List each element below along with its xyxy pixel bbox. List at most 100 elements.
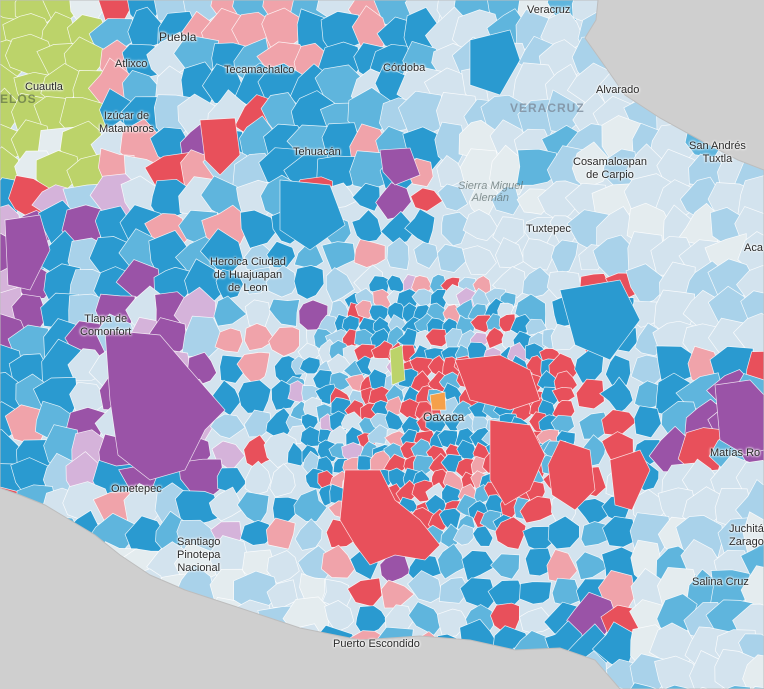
city-label-san-andres[interactable]: San Andrés Tuxtla [689, 140, 746, 165]
municipality [519, 496, 554, 524]
municipality [213, 295, 248, 327]
municipality [519, 607, 555, 634]
municipality [633, 405, 662, 439]
municipality [461, 550, 497, 582]
city-label-cosamaloapan[interactable]: Cosamaloapan de Carpio [573, 156, 647, 181]
municipality [293, 265, 325, 300]
municipality [386, 237, 410, 271]
city-label-ometepec[interactable]: Ometepec [111, 483, 162, 495]
municipality [437, 183, 469, 212]
municipality [519, 581, 552, 605]
municipality [244, 460, 272, 496]
city-label-atlixco[interactable]: Atlixco [115, 58, 148, 70]
municipality [424, 328, 449, 348]
city-label-cuautla[interactable]: Cuautla [25, 81, 63, 93]
municipality [294, 518, 323, 551]
city-label-acayucan[interactable]: Aca [744, 242, 763, 254]
municipality [740, 565, 764, 612]
municipality [656, 684, 702, 689]
municipality [602, 516, 638, 548]
municipality [437, 543, 466, 580]
municipality [324, 600, 355, 633]
municipality [265, 264, 297, 298]
municipality [709, 685, 751, 689]
municipality [236, 351, 271, 386]
municipality [516, 148, 558, 186]
city-label-matias-romero[interactable]: Matías Ro [710, 447, 761, 459]
blue-patch-mixteca [279, 179, 346, 251]
municipality [547, 515, 580, 550]
city-label-puerto-escondido[interactable]: Puerto Escondido [333, 638, 420, 650]
municipality [436, 155, 467, 188]
municipality [351, 209, 383, 243]
municipality [522, 266, 550, 298]
municipality [215, 268, 244, 301]
city-label-puebla[interactable]: Puebla [159, 30, 197, 44]
municipality [287, 441, 307, 467]
city-label-tehuacan[interactable]: Tehuacán [293, 146, 341, 158]
blue-patch-east [559, 279, 641, 361]
red-patch-valley [454, 354, 541, 411]
municipality [266, 550, 300, 584]
municipality [550, 239, 579, 275]
municipality [575, 378, 605, 410]
red-patch-central [489, 419, 546, 506]
region-label-morelos: ELOS [0, 92, 37, 106]
municipality [625, 263, 668, 306]
municipality [494, 516, 527, 550]
city-label-salina-cruz[interactable]: Salina Cruz [692, 576, 749, 588]
municipality [321, 241, 357, 272]
municipality [380, 210, 415, 246]
municipality [571, 141, 609, 189]
red-patch-isthmus [609, 449, 651, 511]
municipality [367, 424, 388, 445]
municipality [491, 186, 521, 216]
city-label-tecamachalco[interactable]: Tecamachalco [224, 64, 295, 76]
city-label-tlapa[interactable]: Tlapa de Comonfort [80, 313, 132, 338]
municipality [240, 209, 278, 249]
municipality [742, 654, 764, 689]
municipality [239, 520, 276, 546]
municipality [321, 544, 356, 579]
purple-patch-north [379, 147, 421, 186]
municipality [265, 517, 296, 550]
city-label-juchitan[interactable]: Juchitán Zarago [729, 523, 764, 548]
municipality [452, 524, 475, 546]
city-label-oaxaca[interactable]: Oaxaca [423, 410, 465, 424]
orange-patch [429, 391, 447, 411]
region-label-sierra: Sierra Miguel Alemán [458, 180, 523, 204]
municipality [580, 521, 610, 547]
municipality [208, 486, 244, 522]
municipality [384, 410, 405, 431]
municipality [737, 231, 764, 276]
municipality [462, 209, 499, 241]
city-label-alvarado[interactable]: Alvarado [596, 84, 640, 96]
municipality [351, 182, 381, 212]
municipality [575, 551, 611, 581]
city-label-pinotepa[interactable]: Santiago Pinotepa Nacional [177, 536, 221, 574]
municipality [599, 376, 634, 415]
municipality [490, 553, 520, 580]
municipality [239, 266, 273, 295]
municipality [214, 327, 244, 353]
green-patch [389, 344, 406, 386]
blue-patch-north [469, 29, 521, 96]
region-label-veracruz: VERACRUZ [510, 101, 585, 115]
city-label-veracruz[interactable]: Veracruz [527, 4, 571, 16]
city-label-huajuapan[interactable]: Heroica Ciudad de Huajuapan de Leon [210, 256, 286, 294]
municipality [244, 323, 276, 351]
municipality [485, 327, 509, 349]
city-label-izucar[interactable]: Izúcar de Matamoros [99, 110, 155, 135]
municipality [268, 326, 300, 357]
city-label-cordoba[interactable]: Córdoba [383, 62, 426, 74]
municipality [268, 298, 301, 327]
municipality [441, 211, 469, 247]
city-label-tuxtepec[interactable]: Tuxtepec [526, 223, 571, 235]
municipality [174, 490, 224, 526]
municipality [735, 460, 764, 503]
municipality [462, 245, 497, 276]
purple-patch-matias [714, 379, 764, 456]
